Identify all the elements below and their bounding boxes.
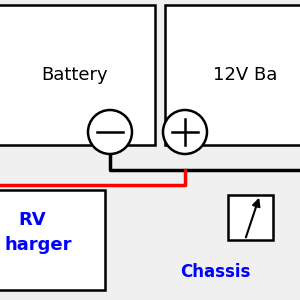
Bar: [0, 190, 105, 290]
Bar: [228, 195, 273, 240]
Circle shape: [163, 110, 207, 154]
Bar: [165, 5, 300, 145]
Text: harger: harger: [5, 236, 73, 254]
Text: 12V Ba: 12V Ba: [213, 66, 277, 84]
Text: RV: RV: [18, 211, 46, 229]
Text: Battery: Battery: [42, 66, 108, 84]
Text: Chassis: Chassis: [180, 263, 250, 281]
Bar: [0, 5, 155, 145]
Circle shape: [88, 110, 132, 154]
